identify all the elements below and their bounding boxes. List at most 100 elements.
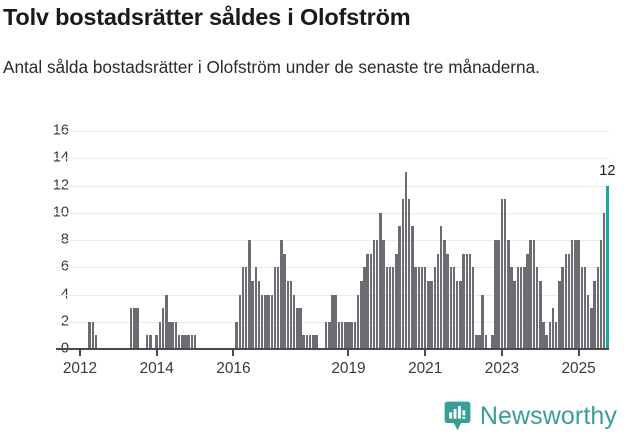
bar[interactable]	[129, 308, 133, 349]
bar[interactable]	[427, 280, 430, 349]
bar[interactable]	[155, 335, 158, 349]
bar[interactable]	[539, 280, 542, 349]
bar[interactable]	[292, 294, 296, 349]
bar[interactable]	[273, 267, 277, 349]
bar[interactable]	[91, 321, 94, 349]
bar[interactable]	[149, 335, 152, 349]
bar[interactable]	[276, 267, 280, 349]
bar[interactable]	[478, 335, 481, 349]
bar[interactable]	[264, 294, 267, 349]
bar[interactable]	[158, 321, 162, 349]
bar[interactable]	[423, 267, 427, 349]
bar[interactable]	[471, 267, 475, 349]
bar[interactable]	[366, 253, 369, 349]
bar[interactable]	[369, 253, 373, 349]
bar[interactable]	[593, 280, 596, 349]
bar[interactable]	[340, 321, 344, 349]
bar[interactable]	[606, 185, 609, 349]
bar[interactable]	[187, 335, 190, 349]
bar[interactable]	[136, 308, 139, 349]
bar[interactable]	[350, 321, 353, 349]
bar[interactable]	[548, 321, 552, 349]
bar[interactable]	[235, 321, 238, 349]
bar[interactable]	[484, 335, 488, 349]
bar[interactable]	[270, 294, 273, 349]
bar[interactable]	[590, 308, 593, 349]
bar[interactable]	[580, 267, 584, 349]
bar[interactable]	[558, 280, 561, 349]
bar[interactable]	[184, 335, 187, 349]
bar[interactable]	[356, 294, 360, 349]
bar[interactable]	[491, 335, 494, 349]
bar[interactable]	[529, 240, 532, 349]
bar[interactable]	[436, 253, 440, 349]
bar[interactable]	[561, 267, 564, 349]
bar[interactable]	[602, 212, 606, 349]
bar[interactable]	[551, 308, 555, 349]
bar[interactable]	[331, 294, 334, 349]
bar[interactable]	[280, 240, 283, 349]
bar[interactable]	[545, 335, 548, 349]
bar[interactable]	[334, 294, 337, 349]
bar[interactable]	[385, 267, 389, 349]
bar[interactable]	[599, 240, 603, 349]
bar[interactable]	[296, 308, 299, 349]
bar[interactable]	[133, 308, 136, 349]
bar[interactable]	[398, 226, 401, 349]
bar[interactable]	[449, 267, 452, 349]
bar[interactable]	[161, 308, 165, 349]
bar[interactable]	[583, 267, 587, 349]
bar[interactable]	[308, 335, 312, 349]
bar[interactable]	[497, 240, 500, 349]
bar[interactable]	[494, 240, 497, 349]
bar[interactable]	[238, 294, 242, 349]
bar[interactable]	[574, 240, 577, 349]
bar[interactable]	[500, 199, 504, 349]
bar[interactable]	[244, 267, 248, 349]
bar[interactable]	[391, 267, 395, 349]
bar[interactable]	[168, 321, 171, 349]
bar[interactable]	[302, 335, 305, 349]
bar[interactable]	[555, 321, 558, 349]
bar[interactable]	[433, 267, 437, 349]
bar[interactable]	[181, 335, 184, 349]
bar[interactable]	[382, 240, 385, 349]
bar[interactable]	[516, 267, 520, 349]
bar[interactable]	[257, 280, 261, 349]
bar[interactable]	[312, 335, 315, 349]
bar[interactable]	[353, 321, 357, 349]
bar[interactable]	[283, 253, 286, 349]
bar[interactable]	[260, 294, 264, 349]
bar[interactable]	[535, 267, 539, 349]
bar[interactable]	[241, 267, 245, 349]
bar[interactable]	[401, 199, 405, 349]
bar[interactable]	[475, 335, 478, 349]
bar[interactable]	[462, 253, 465, 349]
bar[interactable]	[570, 240, 574, 349]
bar[interactable]	[145, 335, 149, 349]
bar[interactable]	[455, 280, 459, 349]
bar[interactable]	[363, 267, 366, 349]
bar[interactable]	[503, 199, 507, 349]
bar[interactable]	[88, 321, 91, 349]
bar[interactable]	[190, 335, 194, 349]
bar[interactable]	[388, 267, 392, 349]
bar[interactable]	[523, 267, 526, 349]
bar[interactable]	[94, 335, 98, 349]
bar[interactable]	[289, 280, 293, 349]
bar[interactable]	[411, 226, 414, 349]
bar[interactable]	[439, 226, 443, 349]
bar[interactable]	[577, 240, 580, 349]
bar[interactable]	[171, 321, 174, 349]
bar[interactable]	[567, 253, 571, 349]
bar[interactable]	[430, 280, 433, 349]
bar[interactable]	[564, 253, 568, 349]
newsworthy-logo[interactable]: Newsworthy	[444, 401, 617, 431]
bar[interactable]	[328, 321, 331, 349]
bar[interactable]	[414, 267, 417, 349]
bar[interactable]	[299, 308, 302, 349]
bar[interactable]	[337, 321, 341, 349]
bar[interactable]	[519, 267, 523, 349]
bar[interactable]	[532, 240, 536, 349]
bar[interactable]	[443, 240, 446, 349]
